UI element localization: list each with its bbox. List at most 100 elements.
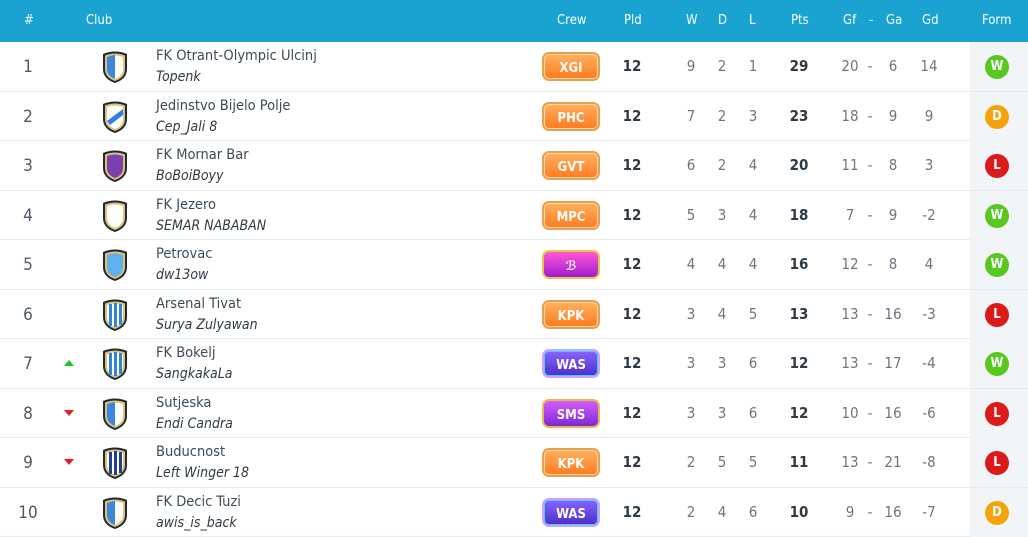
- header-goals-for[interactable]: Gf: [843, 13, 856, 28]
- club-name[interactable]: FK Mornar Bar: [156, 147, 249, 163]
- club-crest-icon: [100, 99, 130, 133]
- points-value: 10: [784, 503, 814, 521]
- goal-difference-value: 9: [914, 107, 944, 125]
- losses-value: 4: [738, 206, 768, 224]
- header-points[interactable]: Pts: [791, 13, 809, 28]
- crew-badge[interactable]: PHC: [542, 102, 600, 131]
- club-crest-icon: [100, 396, 130, 430]
- crew-badge[interactable]: KPK: [542, 300, 600, 329]
- form-result-badge: W: [985, 352, 1009, 376]
- manager-name[interactable]: Left Winger 18: [156, 465, 249, 481]
- crew-badge[interactable]: KPK: [542, 448, 600, 477]
- points-value: 12: [784, 354, 814, 372]
- points-value: 23: [784, 107, 814, 125]
- manager-name[interactable]: Endi Candra: [156, 416, 233, 432]
- losses-value: 6: [738, 404, 768, 422]
- draws-value: 4: [707, 503, 737, 521]
- form-result-badge: W: [985, 55, 1009, 79]
- trend-up-icon: [64, 360, 74, 366]
- manager-name[interactable]: dw13ow: [156, 267, 208, 283]
- club-crest-icon: [100, 198, 130, 232]
- header-losses[interactable]: L: [749, 13, 756, 28]
- header-club[interactable]: Club: [86, 13, 112, 28]
- losses-value: 5: [738, 453, 768, 471]
- club-crest-icon: [100, 346, 130, 380]
- manager-name[interactable]: Topenk: [156, 69, 201, 85]
- header-played[interactable]: Pld: [624, 13, 642, 28]
- goal-difference-value: -3: [914, 305, 944, 323]
- header-goals-against[interactable]: Ga: [886, 13, 902, 28]
- club-name[interactable]: FK Jezero: [156, 197, 216, 213]
- crew-badge[interactable]: MPC: [542, 201, 600, 230]
- goal-difference-value: -6: [914, 404, 944, 422]
- rank: 9: [16, 453, 40, 473]
- club-name[interactable]: Sutjeska: [156, 395, 211, 411]
- crew-badge[interactable]: GVT: [542, 151, 600, 180]
- losses-value: 4: [738, 255, 768, 273]
- wins-value: 2: [676, 453, 706, 471]
- manager-name[interactable]: SangkakaLa: [156, 366, 232, 382]
- form-result-badge: D: [985, 105, 1009, 129]
- crew-badge[interactable]: WAS: [542, 498, 600, 527]
- club-name[interactable]: FK Otrant-Olympic Ulcinj: [156, 48, 317, 64]
- wins-value: 7: [676, 107, 706, 125]
- wins-value: 3: [676, 354, 706, 372]
- club-name[interactable]: FK Bokelj: [156, 345, 215, 361]
- manager-name[interactable]: Cep_Jali 8: [156, 119, 217, 135]
- crew-badge[interactable]: SMS: [542, 399, 600, 428]
- header-rank[interactable]: #: [24, 13, 34, 28]
- crew-badge[interactable]: ℬ: [542, 250, 600, 279]
- played-value: 12: [617, 255, 647, 273]
- draws-value: 3: [707, 354, 737, 372]
- header-form[interactable]: Form: [982, 13, 1011, 28]
- wins-value: 3: [676, 305, 706, 323]
- header-goal-difference[interactable]: Gd: [922, 13, 939, 28]
- points-value: 13: [784, 305, 814, 323]
- form-result-badge: L: [985, 451, 1009, 475]
- draws-value: 2: [707, 107, 737, 125]
- manager-name[interactable]: awis_is_back: [156, 515, 237, 531]
- header-wins[interactable]: W: [686, 13, 698, 28]
- form-result-badge: L: [985, 402, 1009, 426]
- wins-value: 6: [676, 156, 706, 174]
- form-result-badge: W: [985, 253, 1009, 277]
- club-crest-icon: [100, 148, 130, 182]
- header-draws[interactable]: D: [718, 13, 727, 28]
- points-value: 11: [784, 453, 814, 471]
- crew-badge[interactable]: XGI: [542, 52, 600, 81]
- club-name[interactable]: Arsenal Tivat: [156, 296, 241, 312]
- draws-value: 3: [707, 206, 737, 224]
- rank: 3: [16, 156, 40, 176]
- manager-name[interactable]: Surya Zulyawan: [156, 317, 258, 333]
- goals-against-value: 8: [878, 156, 908, 174]
- goal-difference-value: -4: [914, 354, 944, 372]
- manager-name[interactable]: BoBoiBoyy: [156, 168, 223, 184]
- crew-badge[interactable]: WAS: [542, 349, 600, 378]
- goals-against-value: 6: [878, 57, 908, 75]
- goals-against-value: 21: [878, 453, 908, 471]
- points-value: 18: [784, 206, 814, 224]
- wins-value: 5: [676, 206, 706, 224]
- points-value: 16: [784, 255, 814, 273]
- header-crew[interactable]: Crew: [557, 13, 586, 28]
- club-name[interactable]: Jedinstvo Bijelo Polje: [156, 98, 290, 114]
- club-name[interactable]: Buducnost: [156, 444, 225, 460]
- club-crest-icon: [100, 247, 130, 281]
- losses-value: 5: [738, 305, 768, 323]
- manager-name[interactable]: SEMAR NABABAN: [156, 218, 266, 234]
- draws-value: 2: [707, 57, 737, 75]
- form-result-badge: L: [985, 154, 1009, 178]
- club-name[interactable]: Petrovac: [156, 246, 212, 262]
- club-name[interactable]: FK Decic Tuzi: [156, 494, 241, 510]
- goals-against-value: 17: [878, 354, 908, 372]
